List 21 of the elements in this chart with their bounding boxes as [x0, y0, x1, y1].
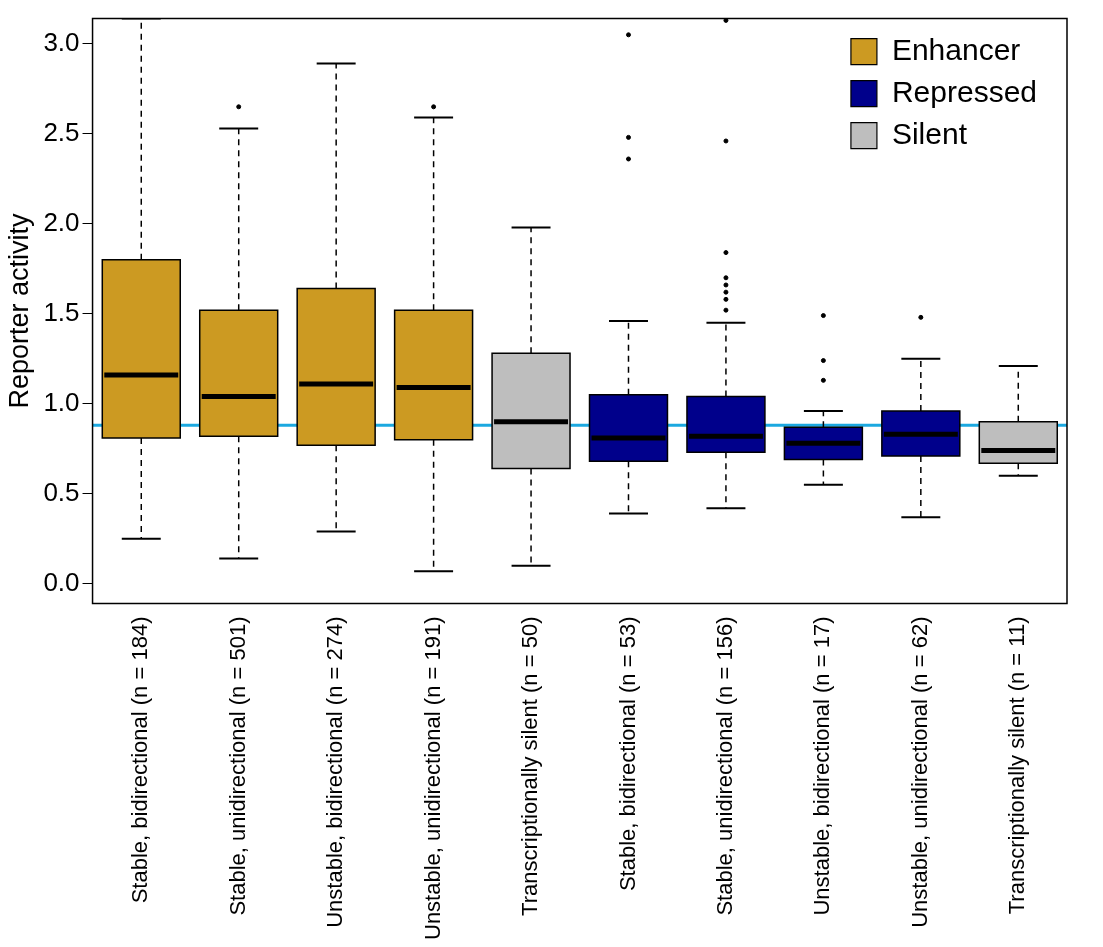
y-tick-label: 1.5 — [43, 296, 80, 327]
y-tick-label: 2.0 — [43, 206, 80, 237]
y-tick-label: 0.5 — [43, 476, 80, 507]
y-axis-title: Reporter activity — [3, 213, 34, 409]
y-tick-label: 3.0 — [43, 26, 80, 57]
x-tick-label: Unstable, unidirectional (n = 191) — [419, 616, 445, 940]
x-tick-label: Unstable, bidirectional (n = 17) — [809, 616, 835, 916]
x-tick-label: Stable, bidirectional (n = 184) — [127, 616, 153, 904]
y-tick-label: 1.0 — [43, 386, 80, 417]
legend-label: Enhancer — [891, 32, 1021, 66]
x-tick-label: Stable, unidirectional (n = 501) — [224, 616, 250, 916]
x-tick-label: Transcriptionally silent (n = 11) — [1004, 616, 1030, 915]
x-tick-label: Stable, unidirectional (n = 156) — [712, 616, 737, 916]
x-tick-label: Stable, bidirectional (n = 53) — [614, 616, 640, 892]
legend-label: Silent — [891, 116, 968, 150]
legend-label: Repressed — [891, 74, 1037, 108]
x-tick-label: Unstable, unidirectional (n = 62) — [906, 616, 932, 928]
y-tick-label: 2.5 — [43, 116, 80, 147]
y-tick-label: 0.0 — [43, 566, 80, 597]
x-tick-label: Transcriptionally silent (n = 50) — [517, 616, 543, 916]
x-tick-label: Unstable, bidirectional (n = 274) — [322, 616, 348, 928]
